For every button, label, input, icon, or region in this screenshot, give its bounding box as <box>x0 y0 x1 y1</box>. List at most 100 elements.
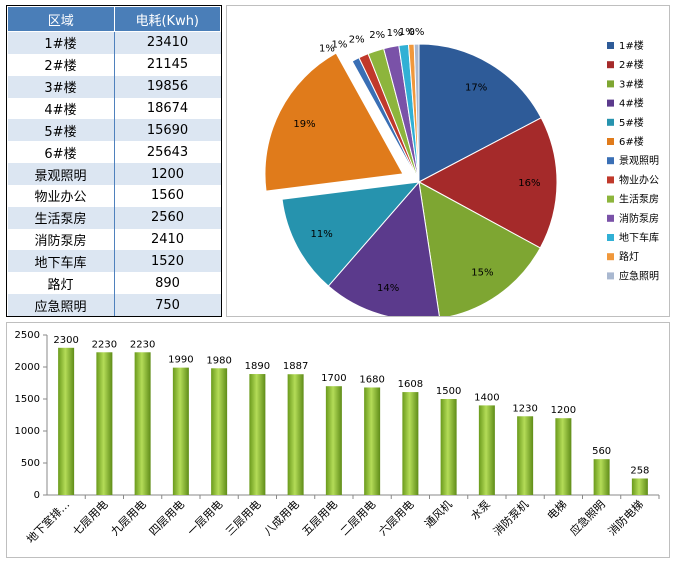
bar <box>364 387 381 495</box>
legend-swatch <box>607 80 614 88</box>
legend-swatch <box>607 253 614 261</box>
cell-area: 3#楼 <box>7 75 115 98</box>
bar-data-label: 1500 <box>436 386 461 397</box>
cell-area: 地下车库 <box>7 250 115 273</box>
cell-consumption: 2410 <box>114 228 221 251</box>
table-row: 1#楼 23410 <box>7 31 221 54</box>
bar-data-label: 1200 <box>551 405 576 416</box>
legend-label: 4#楼 <box>619 97 644 110</box>
legend-swatch <box>607 42 614 49</box>
y-tick-label: 1000 <box>15 426 40 437</box>
pie-slice <box>413 43 420 183</box>
pie-percent-label: 19% <box>293 119 315 130</box>
table-row: 生活泵房 2560 <box>7 206 221 229</box>
x-tick-label: 地下室排… <box>23 497 72 546</box>
x-tick-label: 水泵 <box>468 498 493 523</box>
bar-data-label: 560 <box>592 446 611 457</box>
cell-area: 6#楼 <box>7 141 115 164</box>
bar <box>593 459 610 495</box>
cell-consumption: 23410 <box>114 31 221 54</box>
pie-slice <box>418 43 542 183</box>
header-consumption: 电耗(Kwh) <box>113 6 221 32</box>
legend-label: 景观照明 <box>619 155 659 167</box>
legend-swatch <box>607 214 614 222</box>
y-tick-label: 2500 <box>15 330 40 341</box>
table-row: 消防泵房 2410 <box>7 228 221 251</box>
cell-area: 5#楼 <box>7 119 115 142</box>
x-tick-label: 应急照明 <box>567 497 608 538</box>
header-area: 区域 <box>7 6 115 32</box>
cell-consumption: 21145 <box>114 53 221 76</box>
pie-slice <box>264 52 404 192</box>
legend-label: 3#楼 <box>619 77 644 90</box>
legend-label: 消防泵房 <box>619 212 659 225</box>
bar-chart: 0 500 1000 1500 2000 2500 2300 地下室排… 2230 七层用电 223… <box>15 330 660 546</box>
cell-area: 物业办公 <box>7 184 115 207</box>
legend-label: 1#楼 <box>619 39 644 52</box>
pie-percent-label: 1% <box>319 44 335 55</box>
pie-percent-label: 16% <box>518 178 540 189</box>
cell-area: 景观照明 <box>7 163 115 185</box>
bar <box>325 386 342 495</box>
legend-label: 应急照明 <box>619 269 659 282</box>
legend-swatch <box>607 195 614 203</box>
cell-consumption: 2560 <box>114 206 221 229</box>
bar-chart-panel: 0 500 1000 1500 2000 2500 2300 地下室排… 2230 七层用电 223… <box>6 322 670 558</box>
pie-slice <box>417 117 558 249</box>
x-tick-label: 二层用电 <box>338 498 378 538</box>
cell-consumption: 1200 <box>114 163 221 185</box>
y-tick-label: 500 <box>21 458 40 469</box>
y-tick-label: 1500 <box>15 394 40 405</box>
pie-percent-label: 14% <box>377 283 399 294</box>
cell-consumption: 25643 <box>114 141 221 164</box>
cell-area: 4#楼 <box>7 97 115 120</box>
bar-data-label: 2230 <box>130 339 155 350</box>
table-row: 5#楼 15690 <box>7 119 221 142</box>
x-tick-label: 消防泵机 <box>490 497 531 538</box>
bar-data-label: 1680 <box>359 374 384 385</box>
legend-label: 物业办公 <box>619 173 659 186</box>
y-tick-label: 0 <box>34 490 40 501</box>
x-tick-label: 电梯 <box>545 498 570 523</box>
legend-label: 5#楼 <box>619 116 644 129</box>
legend-swatch <box>607 138 614 145</box>
table-row: 4#楼 18674 <box>7 97 221 120</box>
bar <box>440 399 457 495</box>
table-row: 地下车库 1520 <box>7 250 221 273</box>
x-tick-label: 通风机 <box>422 497 455 530</box>
bar-data-label: 1400 <box>474 392 499 403</box>
x-tick-label: 三层用电 <box>223 498 263 538</box>
pie-slice <box>281 181 421 287</box>
legend-swatch <box>607 99 614 107</box>
legend-swatch <box>607 118 614 126</box>
x-tick-label: 七层用电 <box>70 498 110 538</box>
table-row: 路灯 890 <box>7 272 221 295</box>
bar <box>478 405 495 495</box>
bar <box>287 374 304 495</box>
bar-data-label: 1700 <box>321 373 346 384</box>
bar <box>211 368 228 495</box>
cell-consumption: 1560 <box>114 184 221 207</box>
bar-data-label: 258 <box>630 465 649 476</box>
legend-label: 6#楼 <box>619 135 644 148</box>
bar-data-label: 1990 <box>168 355 193 366</box>
energy-table: 区域 电耗(Kwh) 1#楼 23410 2#楼 21145 3#楼 19856 4#楼 18… <box>7 6 221 316</box>
pie-percent-label: 1% <box>332 39 348 50</box>
bar <box>96 352 113 495</box>
bar <box>517 416 534 495</box>
bar <box>402 392 419 495</box>
legend-swatch <box>607 272 614 280</box>
table-header-row: 区域 电耗(Kwh) <box>7 6 221 32</box>
bar <box>58 347 75 495</box>
bar <box>172 367 189 495</box>
table-row: 应急照明 750 <box>7 294 221 316</box>
legend-label: 生活泵房 <box>619 193 659 206</box>
cell-consumption: 1520 <box>114 250 221 273</box>
table-row: 6#楼 25643 <box>7 141 221 164</box>
pie-percent-label: 2% <box>349 34 365 45</box>
cell-consumption: 15690 <box>114 119 221 142</box>
pie-percent-label: 2% <box>369 30 385 41</box>
pie-percent-label: 0% <box>408 27 424 38</box>
pie-percent-label: 11% <box>310 229 332 240</box>
y-tick-label: 2000 <box>15 362 40 373</box>
